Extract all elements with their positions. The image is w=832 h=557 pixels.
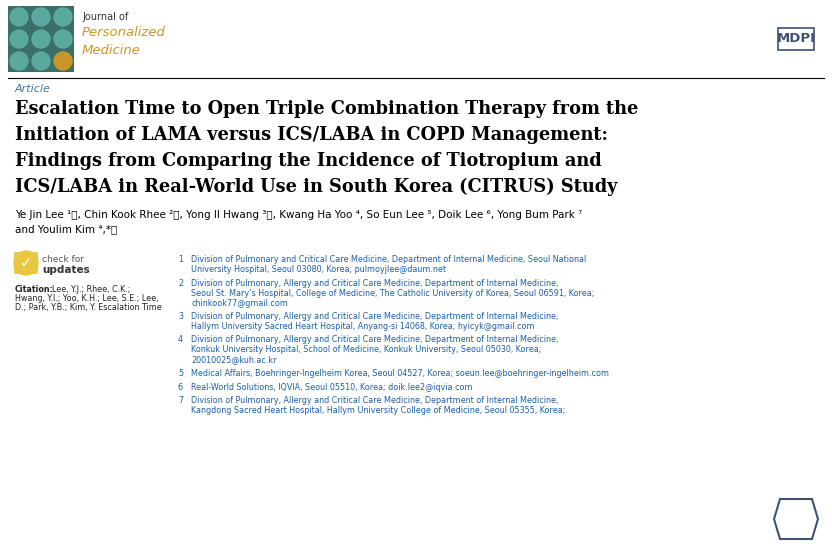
- Text: Findings from Comparing the Incidence of Tiotropium and: Findings from Comparing the Incidence of…: [15, 152, 602, 170]
- Circle shape: [32, 30, 50, 48]
- Text: Article: Article: [15, 84, 51, 94]
- Text: MDPI: MDPI: [776, 32, 815, 45]
- Text: Escalation Time to Open Triple Combination Therapy from the: Escalation Time to Open Triple Combinati…: [15, 100, 638, 118]
- Text: Real-World Solutions, IQVIA, Seoul 05510, Korea; doik.lee2@iqvia.com: Real-World Solutions, IQVIA, Seoul 05510…: [191, 383, 473, 392]
- FancyBboxPatch shape: [14, 252, 38, 274]
- Text: University Hospital, Seoul 03080, Korea; pulmoyjlee@daum.net: University Hospital, Seoul 03080, Korea;…: [191, 265, 446, 274]
- Circle shape: [32, 52, 50, 70]
- Text: Seoul St. Mary’s Hospital, College of Medicine, The Catholic University of Korea: Seoul St. Mary’s Hospital, College of Me…: [191, 289, 594, 297]
- Text: check for: check for: [42, 255, 84, 264]
- Text: Hwang, Y.I.; Yoo, K.H.; Lee, S.E.; Lee,: Hwang, Y.I.; Yoo, K.H.; Lee, S.E.; Lee,: [15, 294, 159, 303]
- Circle shape: [54, 8, 72, 26]
- Text: Division of Pulmonary, Allergy and Critical Care Medicine, Department of Interna: Division of Pulmonary, Allergy and Criti…: [191, 396, 558, 405]
- Circle shape: [32, 8, 50, 26]
- Text: D.; Park, Y.B.; Kim, Y. Escalation Time: D.; Park, Y.B.; Kim, Y. Escalation Time: [15, 303, 161, 312]
- Text: chinkook77@gmail.com: chinkook77@gmail.com: [191, 299, 288, 307]
- Text: Initiation of LAMA versus ICS/LABA in COPD Management:: Initiation of LAMA versus ICS/LABA in CO…: [15, 126, 608, 144]
- Bar: [8, 6, 74, 72]
- Bar: [778, 28, 814, 50]
- Text: 5: 5: [178, 369, 183, 378]
- Text: ICS/LABA in Real-World Use in South Korea (CITRUS) Study: ICS/LABA in Real-World Use in South Kore…: [15, 178, 617, 196]
- Circle shape: [54, 30, 72, 48]
- Text: Hallym University Sacred Heart Hospital, Anyang-si 14068, Korea; hyicyk@gmail.co: Hallym University Sacred Heart Hospital,…: [191, 322, 534, 331]
- Text: ✓: ✓: [20, 256, 32, 271]
- Text: 2: 2: [178, 278, 183, 287]
- Text: Division of Pulmonary, Allergy and Critical Care Medicine, Department of Interna: Division of Pulmonary, Allergy and Criti…: [191, 335, 558, 344]
- Text: 3: 3: [178, 312, 183, 321]
- Text: Division of Pulmonary, Allergy and Critical Care Medicine, Department of Interna: Division of Pulmonary, Allergy and Criti…: [191, 278, 558, 287]
- Text: Medical Affairs, Boehringer-Ingelheim Korea, Seoul 04527, Korea; soeun.lee@boehr: Medical Affairs, Boehringer-Ingelheim Ko…: [191, 369, 609, 378]
- Circle shape: [10, 52, 28, 70]
- Text: Medicine: Medicine: [82, 44, 141, 57]
- Text: Lee, Y.J.; Rhee, C.K.;: Lee, Y.J.; Rhee, C.K.;: [52, 285, 131, 294]
- Text: 20010025@kuh.ac.kr: 20010025@kuh.ac.kr: [191, 355, 276, 364]
- Text: and Youlim Kim ⁴,*ⓘ: and Youlim Kim ⁴,*ⓘ: [15, 224, 117, 234]
- Text: updates: updates: [42, 265, 90, 275]
- Text: Division of Pulmonary, Allergy and Critical Care Medicine, Department of Interna: Division of Pulmonary, Allergy and Criti…: [191, 312, 558, 321]
- Text: 4: 4: [178, 335, 183, 344]
- Circle shape: [10, 8, 28, 26]
- Text: Journal of: Journal of: [82, 12, 128, 22]
- Text: Personalized: Personalized: [82, 26, 166, 39]
- Text: 6: 6: [178, 383, 183, 392]
- Text: Division of Pulmonary and Critical Care Medicine, Department of Internal Medicin: Division of Pulmonary and Critical Care …: [191, 255, 587, 264]
- Circle shape: [10, 30, 28, 48]
- Circle shape: [14, 251, 38, 275]
- Text: 1: 1: [178, 255, 183, 264]
- Text: 7: 7: [178, 396, 183, 405]
- Text: Ye Jin Lee ¹ⓘ, Chin Kook Rhee ²ⓘ, Yong Il Hwang ³ⓘ, Kwang Ha Yoo ⁴, So Eun Lee ⁵: Ye Jin Lee ¹ⓘ, Chin Kook Rhee ²ⓘ, Yong I…: [15, 210, 582, 220]
- Text: Konkuk University Hospital, School of Medicine, Konkuk University, Seoul 05030, : Konkuk University Hospital, School of Me…: [191, 345, 542, 354]
- Circle shape: [54, 52, 72, 70]
- Text: Citation:: Citation:: [15, 285, 54, 294]
- Text: Kangdong Sacred Heart Hospital, Hallym University College of Medicine, Seoul 053: Kangdong Sacred Heart Hospital, Hallym U…: [191, 406, 566, 415]
